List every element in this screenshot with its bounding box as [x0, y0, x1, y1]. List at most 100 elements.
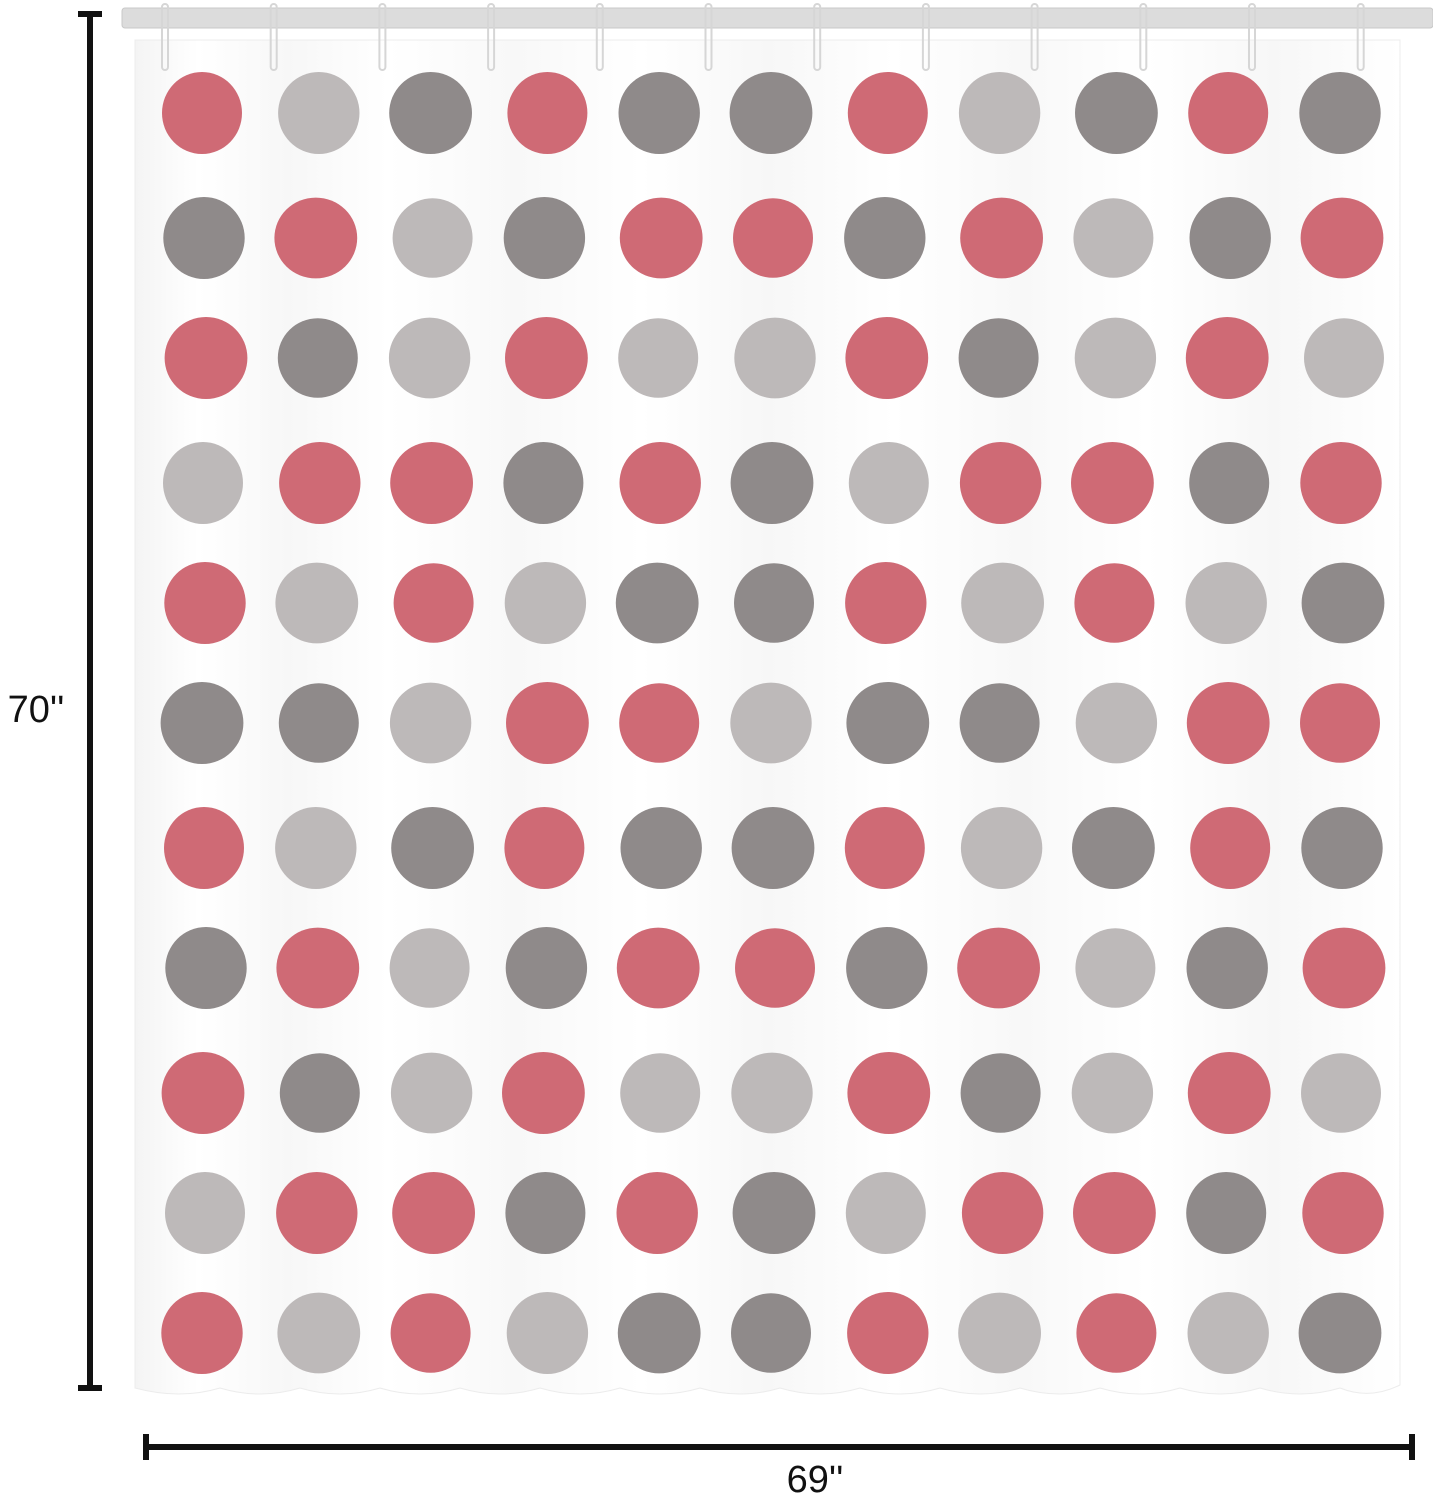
dot [732, 1172, 816, 1254]
dot [1187, 1052, 1271, 1134]
dot [847, 1052, 931, 1134]
dot [845, 1172, 926, 1254]
dot [164, 317, 248, 399]
dot [506, 1292, 589, 1374]
dot [847, 72, 928, 154]
dot [504, 807, 585, 889]
dot [617, 1292, 701, 1374]
dot [392, 198, 473, 278]
dot [731, 1052, 813, 1134]
dot [1304, 318, 1384, 398]
dot [1074, 563, 1155, 643]
dot [960, 1053, 1041, 1133]
dot [1071, 1052, 1154, 1134]
dot [279, 442, 361, 524]
hook [595, 3, 604, 71]
hook [1356, 3, 1365, 71]
dot [1298, 1292, 1382, 1374]
hook [269, 3, 278, 71]
dot [1299, 72, 1381, 154]
dot [620, 1053, 701, 1133]
dot [165, 1172, 245, 1254]
dot [277, 1292, 361, 1374]
dot [846, 927, 928, 1009]
dot [959, 442, 1042, 524]
width-label: 69'' [787, 1459, 844, 1500]
dot [392, 1172, 475, 1254]
dot [618, 72, 700, 154]
dot [1301, 807, 1383, 889]
dot [1075, 682, 1158, 764]
dot [393, 563, 474, 643]
dot [731, 807, 815, 889]
dot [1186, 1172, 1267, 1254]
dot [1302, 1172, 1384, 1254]
hooks [161, 3, 1365, 71]
dot [959, 683, 1040, 763]
dot [844, 807, 925, 889]
dot [276, 927, 360, 1009]
curtain-rod [121, 7, 1433, 29]
dot [389, 72, 472, 154]
dot [845, 562, 927, 644]
dot [1076, 1293, 1157, 1373]
dot [1300, 683, 1380, 763]
dot [1300, 442, 1382, 524]
dot [1186, 927, 1268, 1009]
dot [505, 1172, 586, 1254]
hook [378, 3, 387, 71]
dot [278, 72, 360, 154]
dot [162, 72, 242, 154]
hook [704, 3, 713, 71]
dot [164, 807, 244, 889]
dot [1189, 197, 1271, 279]
dot [1071, 442, 1154, 524]
dot [620, 807, 702, 889]
dot [503, 197, 586, 279]
dot [961, 1172, 1044, 1254]
dot [165, 927, 247, 1009]
dot [846, 682, 930, 764]
dot [844, 197, 926, 279]
dot [1300, 197, 1384, 279]
dot [506, 682, 589, 764]
dot [164, 562, 246, 644]
dot [1075, 928, 1156, 1008]
dot [389, 682, 472, 764]
dot [1186, 682, 1270, 764]
hook [1248, 3, 1256, 71]
dot-pattern [160, 72, 1386, 1374]
dot [503, 442, 584, 524]
dot [1301, 1053, 1381, 1133]
dot [1189, 442, 1270, 524]
dot [733, 198, 813, 278]
dot [1073, 1172, 1156, 1254]
dot [390, 1293, 471, 1373]
dot [1187, 1292, 1269, 1374]
dot [847, 1292, 929, 1374]
hook [161, 3, 169, 71]
dot [391, 807, 474, 889]
dot [1190, 807, 1271, 889]
dot [616, 927, 700, 1009]
hook [921, 3, 930, 71]
dot [388, 317, 471, 399]
dot [277, 318, 358, 398]
dot [619, 442, 701, 524]
dot [961, 562, 1044, 644]
hook [1139, 3, 1148, 71]
dot [1074, 317, 1157, 399]
dot [502, 1052, 585, 1134]
dot [275, 807, 357, 889]
dot [734, 317, 816, 399]
dot [276, 1172, 358, 1254]
dot [390, 442, 473, 524]
dot [1302, 927, 1386, 1009]
height-label: 70'' [8, 689, 65, 731]
dot [619, 197, 703, 279]
dot [845, 317, 929, 399]
dot [1073, 198, 1154, 278]
dot [504, 562, 587, 644]
dot [734, 563, 814, 643]
